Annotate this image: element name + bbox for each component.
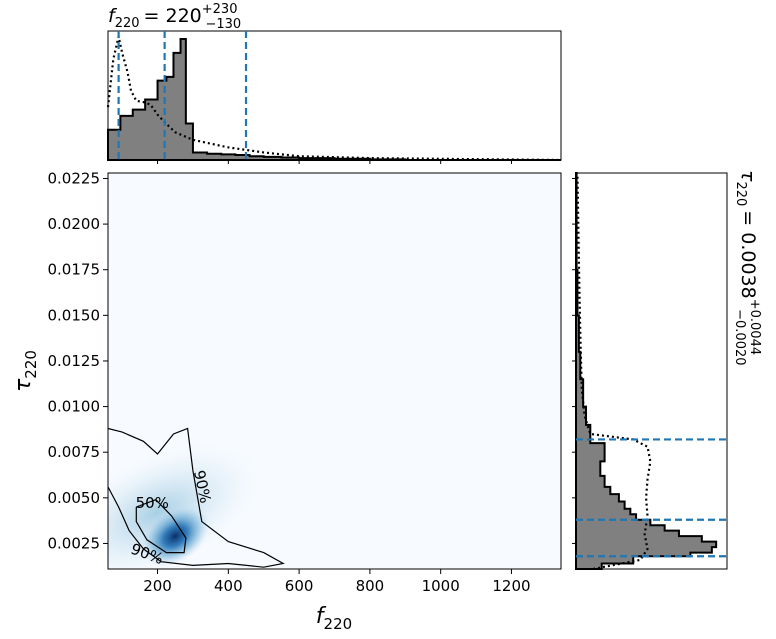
y-tick-label: 0.0050 <box>48 489 101 507</box>
x-tick-label: 1000 <box>422 577 460 595</box>
main-x-axis-label: f220 <box>316 604 352 633</box>
y-tick-label: 0.0200 <box>48 215 101 233</box>
x-tick-label: 1200 <box>492 577 530 595</box>
contour-line-1 <box>135 499 187 554</box>
density-broad-region <box>108 444 260 569</box>
top-histogram-prior-line <box>106 36 562 162</box>
top-histogram-bars <box>107 38 561 161</box>
x-tick-label: 800 <box>356 577 385 595</box>
right-histogram-quantiles <box>576 438 727 558</box>
y-tick-label: 0.0125 <box>48 352 101 370</box>
right-histogram-panel: τ220= 0.0038+0.0044−0.0020 <box>572 170 762 571</box>
main-density-frame <box>107 172 562 570</box>
main-y-axis-label: τ220 <box>11 350 40 392</box>
y-tick-label: 0.0225 <box>48 169 101 187</box>
x-tick-label: 400 <box>214 577 243 595</box>
main-density-heat <box>108 427 285 569</box>
x-tick-label: 200 <box>143 577 172 595</box>
right-histogram-y-ticks <box>572 177 576 544</box>
y-tick-label: 0.0075 <box>48 443 101 461</box>
top-histogram-x-ticks <box>157 160 512 164</box>
main-x-ticks: 200 400 600 800 1000 1200 <box>143 569 531 595</box>
main-density-panel: 50% 90%90% 200 400 600 800 1000 1200 0.00250.0… <box>11 169 562 633</box>
x-tick-label: 600 <box>285 577 314 595</box>
right-histogram-title: τ220= 0.0038+0.0044−0.0020 <box>732 170 762 366</box>
contour-line-2 <box>108 427 285 568</box>
contour-label-1: 50% <box>136 494 169 512</box>
density-contours <box>108 427 285 568</box>
y-tick-label: 0.0175 <box>48 261 101 279</box>
top-histogram-panel: f220 = 220+230 −130 <box>106 2 562 164</box>
right-histogram-bars <box>575 172 718 570</box>
top-histogram-prior <box>106 36 562 162</box>
y-tick-label: 0.0025 <box>48 534 101 552</box>
y-tick-label: 0.0150 <box>48 306 101 324</box>
y-tick-label: 0.0100 <box>48 398 101 416</box>
top-histogram-title: f220 = 220+230 −130 <box>108 2 241 32</box>
top-histogram-step <box>107 38 561 161</box>
main-y-ticks: 0.0025 0.0050 0.0075 0.0100 0.0125 0.0150 0.01… <box>48 169 108 552</box>
right-histogram-step <box>575 172 718 570</box>
density-core-region <box>140 505 210 567</box>
